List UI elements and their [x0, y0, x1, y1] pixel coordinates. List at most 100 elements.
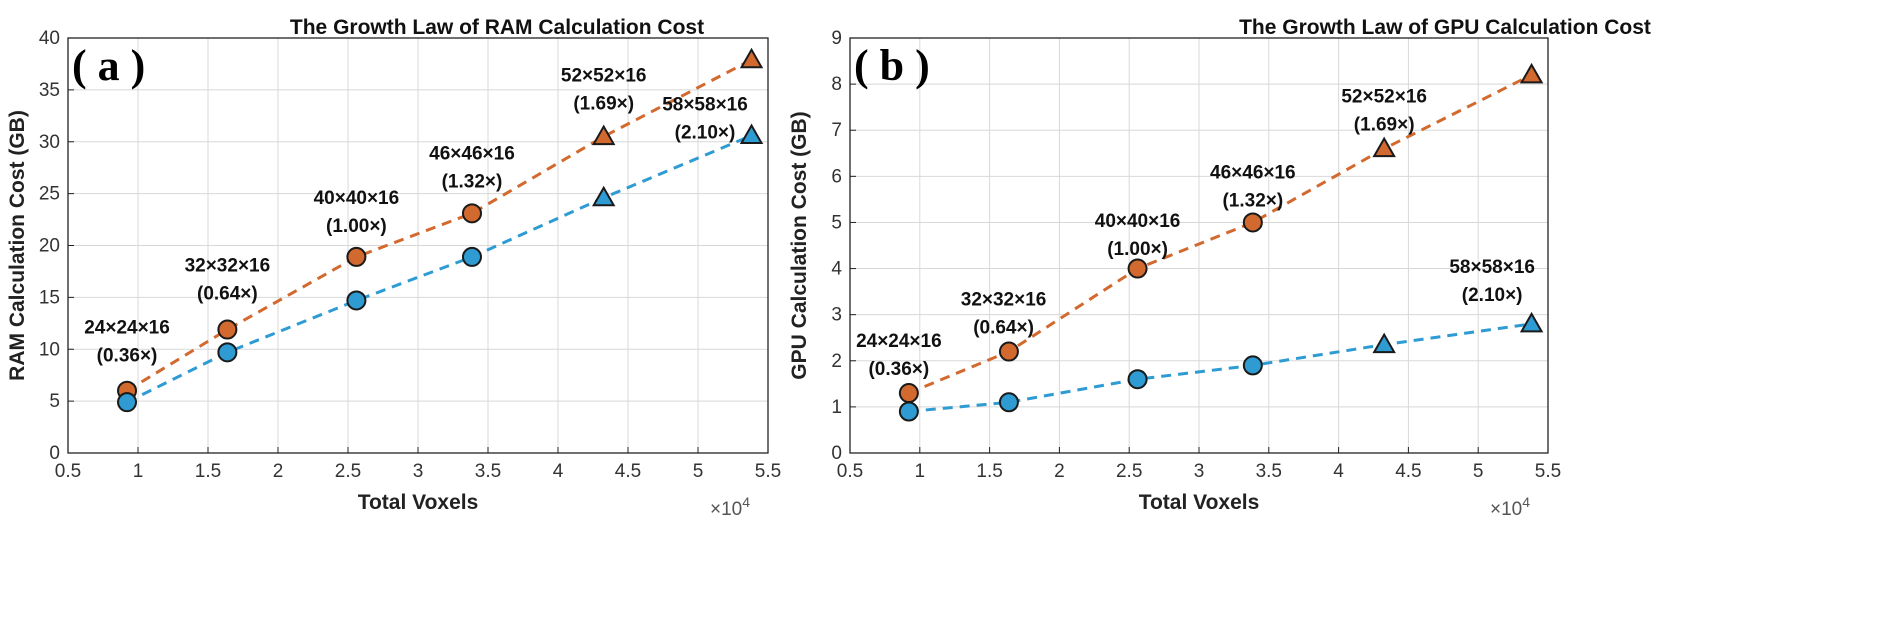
data-point-orange-circle: [1242, 212, 1263, 233]
x-axis-label: Total Voxels: [358, 491, 479, 514]
x-tick-label: 2: [273, 461, 284, 482]
data-point-orange-circle: [1127, 258, 1148, 279]
x-tick-label: 2: [1054, 461, 1065, 482]
annotation-ratio: (1.32×): [1222, 191, 1283, 212]
data-point-orange-triangle: [1519, 62, 1544, 84]
x-tick-label: 0.5: [55, 461, 81, 482]
x-tick-label: 4.5: [1395, 461, 1421, 482]
x-tick-label: 3: [413, 461, 424, 482]
y-tick-label: 8: [831, 74, 842, 95]
y-axis-label: RAM Calculation Cost (GB): [6, 110, 29, 381]
panel-a-ram: The Growth Law of RAM Calculation Cost 0…: [6, 16, 781, 520]
annotation: 32×32×16 (0.64×): [185, 255, 271, 304]
y-tick-label: 9: [831, 28, 842, 49]
data-point-orange-circle: [461, 203, 482, 224]
chart-title: The Growth Law of RAM Calculation Cost: [290, 16, 704, 39]
axis-ticks: 0.5 1 1.5 2 2.5 3 3.5 4 4.5 5 5.5 0 1 2 3 4 5 6 7 8 9: [831, 28, 1561, 482]
annotation-size: 40×40×16: [1095, 211, 1181, 232]
annotation-ratio: (1.00×): [326, 216, 387, 237]
data-point-blue-circle: [998, 392, 1019, 413]
annotation: 52×52×16 (1.69×): [1341, 87, 1427, 136]
data-point-blue-circle: [1127, 369, 1148, 390]
annotation-size: 52×52×16: [561, 66, 647, 87]
y-tick-label: 4: [831, 259, 842, 280]
x-tick-label: 5.5: [1535, 461, 1561, 482]
x-tick-label: 4: [1333, 461, 1344, 482]
annotation: 46×46×16 (1.32×): [429, 143, 515, 192]
x-tick-label: 1: [133, 461, 144, 482]
trend-line-blue: [908, 322, 1532, 413]
data-point-orange-circle: [998, 341, 1019, 362]
data-point-orange-circle: [346, 246, 367, 267]
x-tick-label: 5.5: [755, 461, 781, 482]
data-point-orange-circle: [898, 383, 919, 404]
plot-frame: [67, 37, 769, 454]
panel-label: ( a ): [72, 41, 145, 90]
panel-label: ( b ): [854, 41, 930, 90]
y-tick-label: 3: [831, 305, 842, 326]
x-tick-label: 2.5: [1116, 461, 1142, 482]
annotation-size: 46×46×16: [429, 143, 515, 164]
y-tick-label: 20: [39, 236, 60, 257]
data-point-blue-triangle: [1372, 332, 1396, 354]
y-tick-label: 35: [39, 80, 60, 101]
annotation: 32×32×16 (0.64×): [961, 289, 1047, 338]
y-tick-label: 30: [39, 132, 60, 153]
annotation-size: 58×58×16: [662, 95, 748, 116]
x-tick-label: 0.5: [837, 461, 863, 482]
annotation-size: 24×24×16: [84, 318, 170, 339]
trend-line-orange: [908, 73, 1533, 395]
x-exponent: ×104: [710, 494, 750, 520]
annotation-ratio: (0.64×): [973, 317, 1034, 338]
data-markers: [117, 47, 764, 413]
annotations: 24×24×16 (0.36×) 32×32×16 (0.64×) 40×40×16 (1…: [856, 87, 1535, 380]
x-tick-label: 1: [915, 461, 926, 482]
annotation-ratio: (2.10×): [675, 123, 736, 144]
panel-b-gpu: The Growth Law of GPU Calculation Cost 0…: [788, 16, 1651, 520]
data-point-blue-circle: [461, 246, 482, 267]
data-markers: [898, 62, 1544, 422]
data-point-blue-circle: [346, 290, 367, 311]
data-point-blue-circle: [898, 401, 919, 422]
x-axis-label: Total Voxels: [1139, 491, 1260, 514]
y-tick-label: 40: [39, 28, 60, 49]
annotation-size: 58×58×16: [1449, 257, 1535, 278]
trend-lines: [126, 58, 753, 404]
trend-line-blue: [126, 134, 753, 404]
data-point-orange-circle: [217, 319, 238, 340]
trend-line-orange: [126, 58, 753, 393]
annotation-size: 24×24×16: [856, 331, 942, 352]
annotation-ratio: (2.10×): [1462, 285, 1523, 306]
y-axis-label: GPU Calculation Cost (GB): [788, 111, 811, 379]
annotation: 40×40×16 (1.00×): [314, 188, 400, 237]
data-point-blue-triangle: [591, 185, 616, 207]
x-tick-label: 1.5: [976, 461, 1002, 482]
data-point-blue-circle: [217, 342, 238, 363]
trend-lines: [908, 73, 1533, 413]
annotation-size: 32×32×16: [185, 255, 271, 276]
annotation-ratio: (0.36×): [97, 346, 158, 367]
annotation-ratio: (0.64×): [197, 283, 258, 304]
x-exponent: ×104: [1490, 494, 1530, 520]
y-tick-label: 7: [831, 120, 842, 141]
x-exponent-base: ×10: [1490, 499, 1522, 520]
y-tick-label: 0: [831, 443, 842, 464]
x-tick-label: 3.5: [475, 461, 501, 482]
x-tick-label: 4: [553, 461, 564, 482]
data-point-orange-triangle: [739, 47, 764, 69]
y-tick-label: 6: [831, 166, 842, 187]
data-point-orange-triangle: [1372, 136, 1396, 158]
y-tick-label: 15: [39, 287, 60, 308]
y-tick-label: 0: [49, 443, 60, 464]
annotations: 24×24×16 (0.36×) 32×32×16 (0.64×) 40×40×16 (1…: [84, 66, 748, 367]
annotation: 46×46×16 (1.32×): [1210, 163, 1296, 212]
x-tick-label: 1.5: [195, 461, 221, 482]
x-exponent-power: 4: [1522, 494, 1530, 510]
annotation: 58×58×16 (2.10×): [1449, 257, 1535, 306]
y-tick-label: 25: [39, 184, 60, 205]
x-tick-label: 3.5: [1256, 461, 1282, 482]
data-point-blue-triangle: [739, 123, 764, 145]
data-point-blue-circle: [1242, 355, 1263, 376]
y-tick-label: 2: [831, 351, 842, 372]
